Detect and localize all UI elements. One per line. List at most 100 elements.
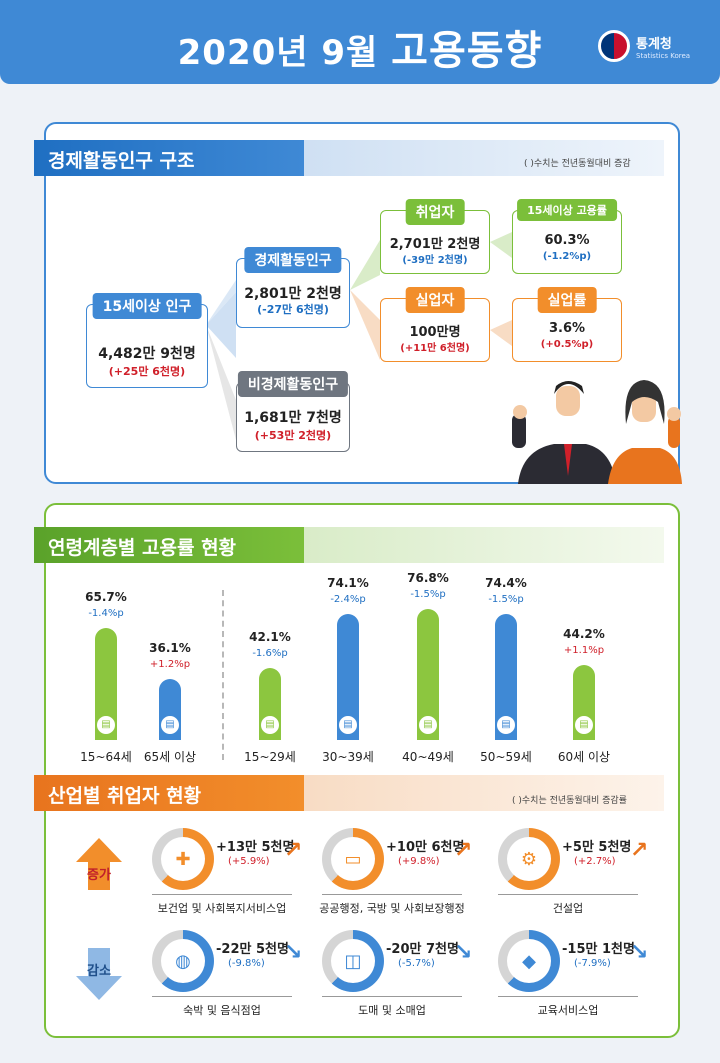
employed-value: 2,701만 2천명 <box>389 237 481 252</box>
first-aid-icon: ✚ <box>161 837 205 881</box>
document-icon: ▤ <box>159 714 181 736</box>
industry-name: 도매 및 소매업 <box>358 1004 426 1017</box>
document-icon: ▤ <box>95 714 117 736</box>
bar-category-label: 40~49세 <box>402 750 454 764</box>
trend-up-icon: ↗ <box>284 838 303 863</box>
logo-icon <box>598 30 630 62</box>
pop15-box: 15세이상 인구 4,482만 9천명 (+25만 6천명) <box>86 293 208 388</box>
industry-value: +10만 6천명 <box>386 840 465 855</box>
trend-up-icon: ↗ <box>454 838 473 863</box>
bar-value-label: 42.1% <box>249 630 291 645</box>
logo-sub: Statistics Korea <box>636 52 691 60</box>
industry-change: (+9.8%) <box>398 856 440 867</box>
active-value: 2,801만 2천명 <box>244 286 342 302</box>
increase-label: 증가 <box>87 868 111 883</box>
industry-change: (+2.7%) <box>574 856 616 867</box>
bar-30~39세 <box>337 614 359 740</box>
industry-value: -22만 5천명 <box>216 942 289 957</box>
industry-name: 건설업 <box>552 902 584 915</box>
unemployed-value: 100만명 <box>409 325 461 340</box>
industry-name: 공공행정, 국방 및 사회보장행정 <box>319 902 465 915</box>
bar-change-label: +1.1%p <box>563 644 605 656</box>
basket-icon: ◫ <box>331 939 375 983</box>
industry-value: +5만 5천명 <box>562 840 632 855</box>
employed-box: 취업자 2,701만 2천명 (-39만 2천명) <box>380 199 490 274</box>
title-main: 고용동향 <box>391 28 543 74</box>
document-icon: ▤ <box>259 714 281 736</box>
pop15-change: (+25만 6천명) <box>108 365 186 378</box>
structure-note: ( )수치는 전년동월대비 증감 <box>524 159 631 169</box>
bar-value-label: 65.7% <box>85 590 127 605</box>
page-title: 2020년 9월 고용동향 <box>0 18 720 76</box>
document-icon: ▤ <box>495 714 517 736</box>
bar-category-label: 15~29세 <box>244 750 296 764</box>
industry-ring: ◫ <box>322 930 384 992</box>
active-label: 경제활동인구 <box>244 247 342 273</box>
industry-name: 교육서비스업 <box>537 1004 599 1017</box>
inactive-box: 비경제활동인구 1,681만 7천명 (+53만 2천명) <box>236 371 350 452</box>
unemp-rate-change: (+0.5%p) <box>540 339 594 350</box>
emp-rate-box: 15세이상 고용률 60.3% (-1.2%p) <box>512 199 622 274</box>
header: 2020년 9월 고용동향 통계청 Statistics Korea <box>0 0 720 84</box>
industry-divider <box>322 894 462 895</box>
bar-40~49세 <box>417 609 439 740</box>
industry-ring: ⚙ <box>498 828 560 890</box>
industry-name: 숙박 및 음식점업 <box>183 1004 261 1017</box>
structure-connectors <box>206 232 512 440</box>
emp-rate-value: 60.3% <box>544 233 590 248</box>
inactive-label: 비경제활동인구 <box>237 371 349 397</box>
active-change: (-27만 6천명) <box>257 303 329 316</box>
industry-change: (+5.9%) <box>228 856 270 867</box>
trend-up-icon: ↗ <box>630 838 649 863</box>
unemployed-box: 실업자 100만명 (+11만 6천명) <box>380 287 490 362</box>
bar-value-label: 36.1% <box>149 640 191 655</box>
inactive-change: (+53만 2천명) <box>254 429 332 442</box>
industry-banner-tail <box>304 775 664 811</box>
unemp-rate-box: 실업률 3.6% (+0.5%p) <box>512 287 622 362</box>
pop15-value: 4,482만 9천명 <box>98 346 196 362</box>
age-banner-tail <box>304 527 664 563</box>
industry-divider <box>152 894 292 895</box>
bar-value-label: 74.1% <box>327 576 369 591</box>
industry-name: 보건업 및 사회복지서비스업 <box>157 902 287 915</box>
trend-down-icon: ↘ <box>454 940 473 965</box>
industry-note: ( )수치는 전년동월대비 증감률 <box>512 796 627 806</box>
structure-title: 경제활동인구 구조 <box>34 140 304 176</box>
industry-divider <box>498 996 638 997</box>
logo-name: 통계청 <box>636 37 672 52</box>
inactive-value: 1,681만 7천명 <box>244 410 342 426</box>
bar-change-label: -2.4%p <box>330 594 366 606</box>
title-month: 9월 <box>321 33 379 73</box>
industry-title: 산업별 취업자 현황 <box>34 775 304 811</box>
unemployed-label: 실업자 <box>405 287 465 313</box>
unemp-rate-value: 3.6% <box>548 321 586 336</box>
emp-rate-label: 15세이상 고용률 <box>517 199 617 221</box>
industry-divider <box>152 996 292 997</box>
industry-change: (-7.9%) <box>574 958 611 969</box>
bar-category-label: 65세 이상 <box>143 750 197 764</box>
bar-50~59세 <box>495 613 517 740</box>
document-icon: ▤ <box>417 714 439 736</box>
bar-category-label: 30~39세 <box>322 750 374 764</box>
bar-15~64세 <box>95 628 117 740</box>
increase-arrow-icon <box>76 838 122 890</box>
trend-down-icon: ↘ <box>284 940 303 965</box>
industry-change: (-5.7%) <box>398 958 435 969</box>
industry-ring: ◆ <box>498 930 560 992</box>
document-icon: ▤ <box>337 714 359 736</box>
age-title: 연령계층별 고용률 현황 <box>34 527 304 563</box>
industry-divider <box>322 996 462 997</box>
bar-category-label: 50~59세 <box>480 750 532 764</box>
unemp-rate-label: 실업률 <box>537 287 597 313</box>
industry-ring: ✚ <box>152 828 214 890</box>
bar-change-label: -1.6%p <box>252 648 288 660</box>
active-box: 경제활동인구 2,801만 2천명 (-27만 6천명) <box>236 247 350 328</box>
industry-ring: ◍ <box>152 930 214 992</box>
document-icon: ▤ <box>573 714 595 736</box>
bar-category-label: 60세 이상 <box>557 750 611 764</box>
decrease-label: 감소 <box>87 964 111 979</box>
trend-down-icon: ↘ <box>630 940 649 965</box>
bar-change-label: +1.2%p <box>149 658 191 670</box>
bar-value-label: 76.8% <box>407 571 449 586</box>
